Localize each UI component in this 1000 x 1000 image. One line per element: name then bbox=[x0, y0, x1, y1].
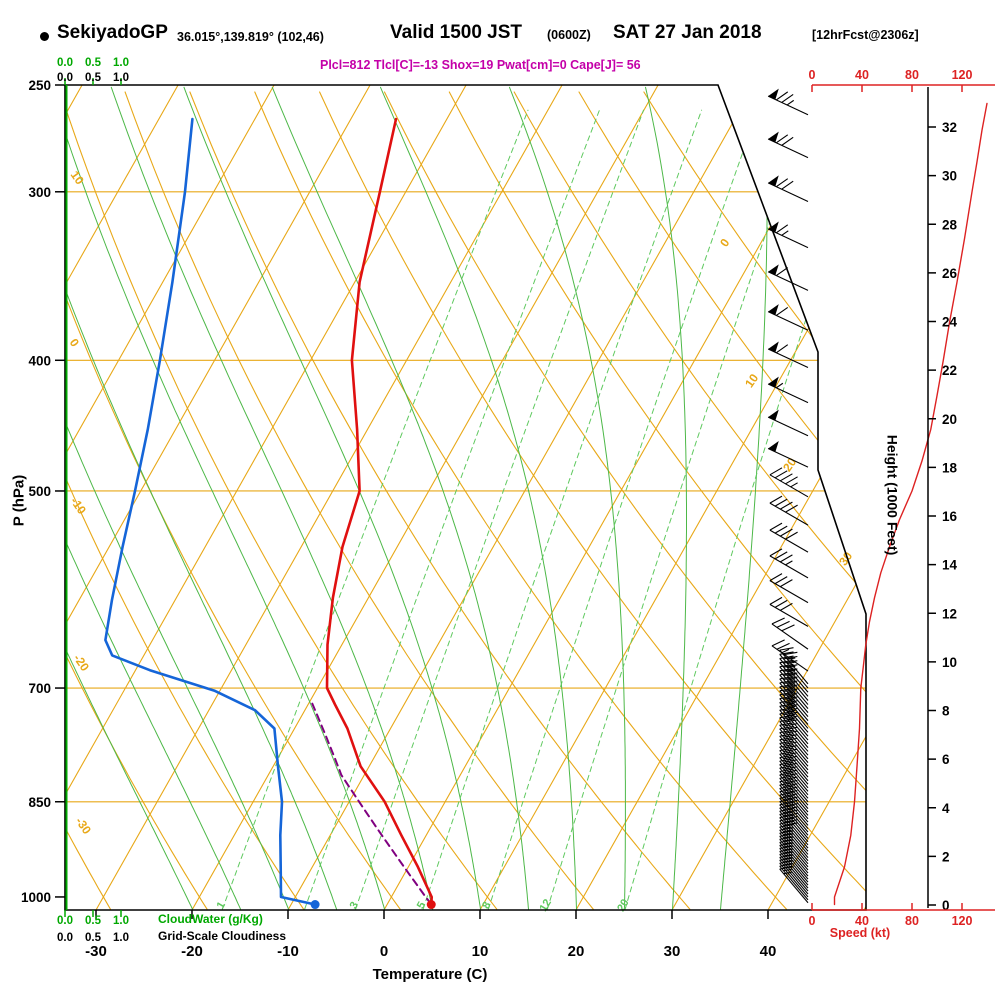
svg-text:-10: -10 bbox=[68, 495, 90, 518]
svg-text:0: 0 bbox=[809, 68, 816, 82]
svg-text:1.0: 1.0 bbox=[113, 57, 129, 69]
svg-text:30: 30 bbox=[664, 943, 681, 960]
svg-text:2: 2 bbox=[942, 849, 950, 864]
svg-text:250: 250 bbox=[28, 78, 51, 93]
svg-text:20: 20 bbox=[615, 897, 632, 914]
svg-text:400: 400 bbox=[28, 353, 51, 368]
svg-text:120: 120 bbox=[952, 914, 973, 928]
pressure-axis-ticks: 250 300 400 500 700 850 1000 bbox=[21, 78, 65, 905]
grid-isotherms bbox=[65, 85, 866, 910]
svg-text:3: 3 bbox=[348, 900, 361, 911]
svg-text:80: 80 bbox=[905, 914, 919, 928]
svg-text:32: 32 bbox=[942, 120, 957, 135]
grid-moist-adiabats bbox=[65, 86, 768, 910]
speed-axis-title: Speed (kt) bbox=[829, 926, 891, 940]
svg-text:0.0: 0.0 bbox=[57, 915, 73, 927]
svg-text:14: 14 bbox=[942, 558, 958, 573]
svg-text:18: 18 bbox=[942, 460, 958, 475]
svg-text:1: 1 bbox=[215, 900, 228, 911]
svg-text:4: 4 bbox=[942, 801, 950, 816]
svg-text:16: 16 bbox=[942, 509, 958, 524]
svg-text:-10: -10 bbox=[277, 943, 299, 960]
svg-text:1000: 1000 bbox=[21, 890, 51, 905]
svg-text:26: 26 bbox=[942, 266, 958, 281]
height-axis-title: Height (1000 Feet) bbox=[884, 434, 901, 556]
svg-text:120: 120 bbox=[952, 68, 973, 82]
svg-text:24: 24 bbox=[942, 315, 958, 330]
svg-text:300: 300 bbox=[28, 185, 51, 200]
dewpoint-trace bbox=[104, 117, 317, 906]
svg-text:10: 10 bbox=[942, 655, 957, 670]
station-coords: 36.015°,139.819° (102,46) bbox=[177, 30, 324, 44]
mixing-ratio-labels: 1 3 5 8 12 20 bbox=[215, 897, 632, 914]
cloudiness-axis-title: Grid-Scale Cloudiness bbox=[158, 929, 287, 943]
svg-text:12: 12 bbox=[942, 606, 957, 621]
forecast-tag: [12hrFcst@2306z] bbox=[812, 28, 919, 42]
svg-text:40: 40 bbox=[855, 68, 869, 82]
station-name: SekiyadoGP bbox=[57, 22, 168, 43]
svg-text:20: 20 bbox=[780, 455, 799, 474]
temperature-axis-title: Temperature (C) bbox=[372, 966, 488, 983]
svg-text:20: 20 bbox=[942, 412, 957, 427]
wind-speed-curve bbox=[833, 102, 988, 906]
grid-mixing-ratio-lines bbox=[221, 109, 866, 910]
svg-text:1.0: 1.0 bbox=[113, 932, 129, 944]
svg-text:10: 10 bbox=[742, 371, 761, 390]
svg-text:0: 0 bbox=[809, 914, 816, 928]
svg-text:10: 10 bbox=[472, 943, 489, 960]
plot-boundary bbox=[64, 84, 867, 911]
svg-text:5: 5 bbox=[415, 900, 428, 911]
wind-barbs bbox=[767, 88, 809, 904]
cloud-scale-ticks: 0.0 0.0 0.0 0.0 0.5 0.5 0.5 0.5 1.0 1.0 1.0 1.0 bbox=[57, 57, 129, 944]
isobar-lines bbox=[65, 191, 866, 803]
pressure-axis-title: P (hPa) bbox=[10, 474, 28, 527]
valid-zulu: (0600Z) bbox=[547, 28, 591, 42]
svg-text:0.0: 0.0 bbox=[57, 932, 73, 944]
valid-time: Valid 1500 JST bbox=[390, 22, 523, 43]
svg-text:20: 20 bbox=[568, 943, 585, 960]
svg-text:80: 80 bbox=[905, 68, 919, 82]
svg-text:-30: -30 bbox=[73, 815, 95, 838]
svg-text:12: 12 bbox=[537, 897, 554, 914]
temperature-axis-ticks: -30 -20 -10 0 10 20 30 40 bbox=[85, 910, 776, 960]
svg-text:0.0: 0.0 bbox=[57, 57, 73, 69]
svg-text:1.0: 1.0 bbox=[113, 915, 129, 927]
svg-text:0.5: 0.5 bbox=[85, 57, 102, 69]
svg-text:0.5: 0.5 bbox=[85, 932, 102, 944]
valid-date: SAT 27 Jan 2018 bbox=[613, 22, 762, 43]
svg-text:8: 8 bbox=[480, 900, 493, 911]
svg-text:28: 28 bbox=[942, 217, 958, 232]
svg-text:40: 40 bbox=[760, 943, 777, 960]
svg-text:6: 6 bbox=[942, 752, 950, 767]
svg-text:40: 40 bbox=[855, 914, 869, 928]
cloudwater-axis-title: CloudWater (g/Kg) bbox=[158, 912, 263, 926]
svg-text:22: 22 bbox=[942, 363, 957, 378]
svg-text:-30: -30 bbox=[85, 943, 107, 960]
svg-text:0.5: 0.5 bbox=[85, 72, 102, 84]
svg-text:0: 0 bbox=[942, 898, 950, 913]
station-bullet-icon bbox=[40, 32, 49, 41]
svg-text:8: 8 bbox=[942, 704, 950, 719]
temperature-trace bbox=[325, 117, 433, 906]
sounding-parameters: Plcl=812 Tlcl[C]=-13 Shox=19 Pwat[cm]=0 … bbox=[320, 58, 641, 72]
svg-text:0.0: 0.0 bbox=[57, 72, 73, 84]
svg-text:0.5: 0.5 bbox=[85, 915, 102, 927]
surface-dots bbox=[310, 900, 436, 910]
svg-text:700: 700 bbox=[28, 681, 51, 696]
svg-text:1.0: 1.0 bbox=[113, 72, 129, 84]
svg-text:-20: -20 bbox=[181, 943, 203, 960]
svg-text:0: 0 bbox=[380, 943, 388, 960]
parcel-trace bbox=[311, 702, 433, 906]
svg-text:500: 500 bbox=[28, 484, 51, 499]
svg-text:850: 850 bbox=[28, 795, 51, 810]
svg-text:0: 0 bbox=[717, 236, 732, 250]
svg-text:30: 30 bbox=[942, 169, 957, 184]
svg-text:10: 10 bbox=[68, 168, 87, 187]
svg-text:0: 0 bbox=[67, 336, 82, 350]
